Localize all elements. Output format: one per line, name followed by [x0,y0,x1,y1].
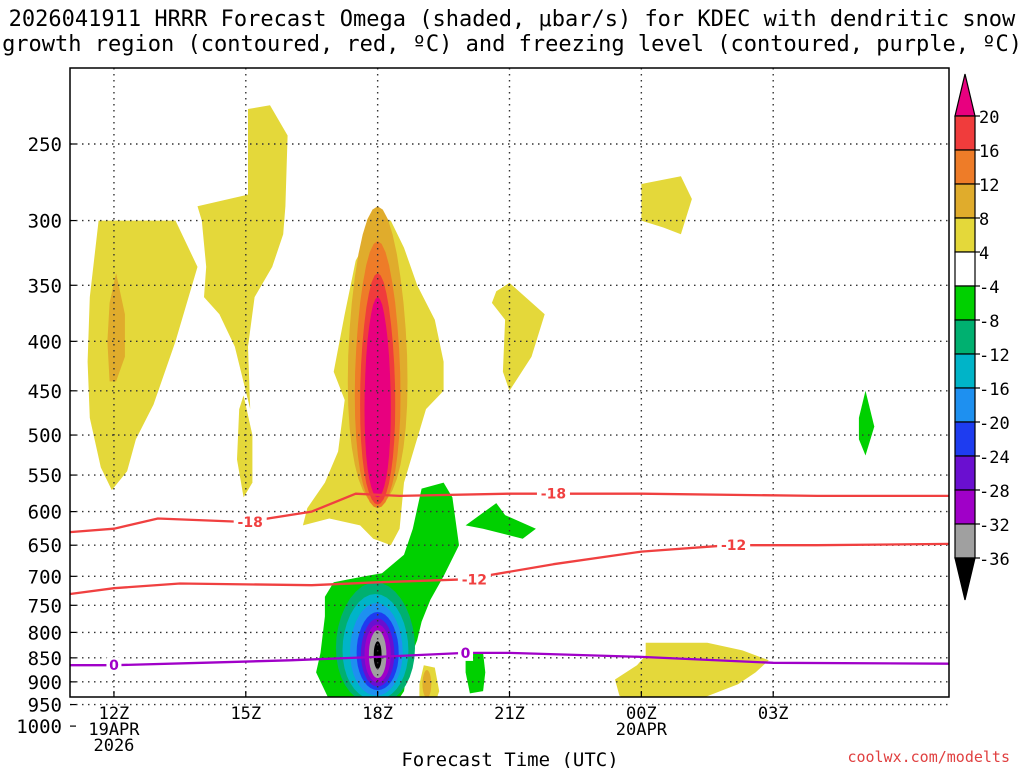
omega-region-15Z-upper [197,105,288,410]
colorbar-swatch [954,421,976,457]
credit-text: coolwx.com/modelts [847,748,1010,766]
contour-line-1 [70,542,949,596]
contour-label-background [536,485,570,502]
contour-label-background [457,571,491,588]
colorbar-label: -20 [979,414,1010,434]
y-tick-label: 350 [28,275,62,297]
contour-label: -18 [238,515,263,531]
omega-region-18Z-downdraft-36 [373,641,382,670]
contour-label: 0 [461,646,471,662]
omega-region-upper-left [87,220,198,491]
x-tick-label: 2026 [93,736,134,756]
contour-label: -12 [721,538,746,554]
contour-label-background [233,513,267,530]
y-tick-label: 800 [28,622,62,644]
colorbar-label: -24 [979,448,1010,468]
colorbar-swatch [954,523,976,559]
colorbar: 20 16 12 8 4 -4 -8 -12 -16 -20 -24 -28 -32 -36 [954,73,1010,601]
contour-label: -12 [462,572,487,588]
x-tick-label: 20APR [616,720,668,740]
omega-region-1830Z-core [422,670,432,697]
colorbar-swatch [954,149,976,185]
colorbar-swatch [954,217,976,253]
grid-lines [70,68,949,706]
omega-region-upper-left-max [107,273,125,382]
colorbar-label: 8 [979,210,989,230]
omega-region-evening-low [615,642,769,697]
y-tick-label: 300 [28,211,62,233]
colorbar-label: -36 [979,550,1010,570]
y-tick-label: 550 [28,465,62,487]
colorbar-swatch [954,387,976,423]
y-tick-label: 700 [28,566,62,588]
x-tick-label: 18Z [362,704,393,724]
x-tick-label: 19APR [88,720,140,740]
omega-region-1930Z-sink [465,652,486,694]
x-tick-label: 21Z [494,704,525,724]
y-tick-label: 850 [28,648,62,670]
y-tick-label: 1000 [16,716,62,738]
contour-label: -18 [541,487,566,503]
colorbar-swatch [954,73,976,117]
colorbar-swatch [954,557,976,601]
omega-region-20Z-sink [465,503,536,539]
omega-region-00Z-top [641,176,692,235]
y-tick-label: 500 [28,425,62,447]
contour-label-background [458,644,474,661]
colorbar-label: -12 [979,346,1010,366]
colorbar-swatch [954,489,976,525]
contour-line-0 [70,492,949,534]
y-tick-label: 450 [28,381,62,403]
x-tick-label: 00Z [626,704,657,724]
colorbar-swatch [954,285,976,321]
colorbar-swatch [954,115,976,151]
contour-line-2 [70,651,949,667]
y-tick-label: 750 [28,595,62,617]
colorbar-label: 4 [979,244,989,264]
colorbar-swatch [954,183,976,219]
colorbar-label: -28 [979,482,1010,502]
y-tick-label: 900 [28,672,62,694]
y-tick-label: 950 [28,695,62,717]
y-tick-label: 650 [28,535,62,557]
colorbar-label: -32 [979,516,1010,536]
y-tick-label: 250 [28,134,62,156]
colorbar-label: -8 [979,312,999,332]
x-axis-label: Forecast Time (UTC) [401,749,618,768]
colorbar-label: 12 [979,176,999,196]
isotherm-contours: -18 -18 -12 -12 0 0 [70,485,949,674]
y-axis: 2503003504004505005506006507007508008509… [16,134,76,738]
contour-label-background [106,657,122,674]
contour-label-background [717,537,751,554]
colorbar-swatch [954,455,976,491]
contour-label: 0 [109,658,119,674]
colorbar-label: -16 [979,380,1010,400]
omega-region-15Z-lower [237,395,253,498]
colorbar-swatch [954,319,976,355]
chart-title-line-2: growth region (contoured, red, ºC) and f… [2,32,1022,57]
omega-region-18Z-level-20 [364,297,391,498]
colorbar-swatch [954,251,976,287]
colorbar-label: 16 [979,142,999,162]
y-tick-label: 400 [28,331,62,353]
x-tick-label: 03Z [758,704,789,724]
y-tick-label: 600 [28,502,62,524]
omega-region-21Z [491,282,545,391]
chart-title-line-1: 2026041911 HRRR Forecast Omega (shaded, … [8,7,1016,32]
x-tick-label: 12Z [99,704,130,724]
omega-region-04Z-sink [858,390,875,456]
colorbar-swatch [954,353,976,389]
omega-shading [87,105,875,697]
colorbar-label: 20 [979,108,999,128]
x-tick-label: 15Z [230,704,261,724]
colorbar-label: -4 [979,278,999,298]
